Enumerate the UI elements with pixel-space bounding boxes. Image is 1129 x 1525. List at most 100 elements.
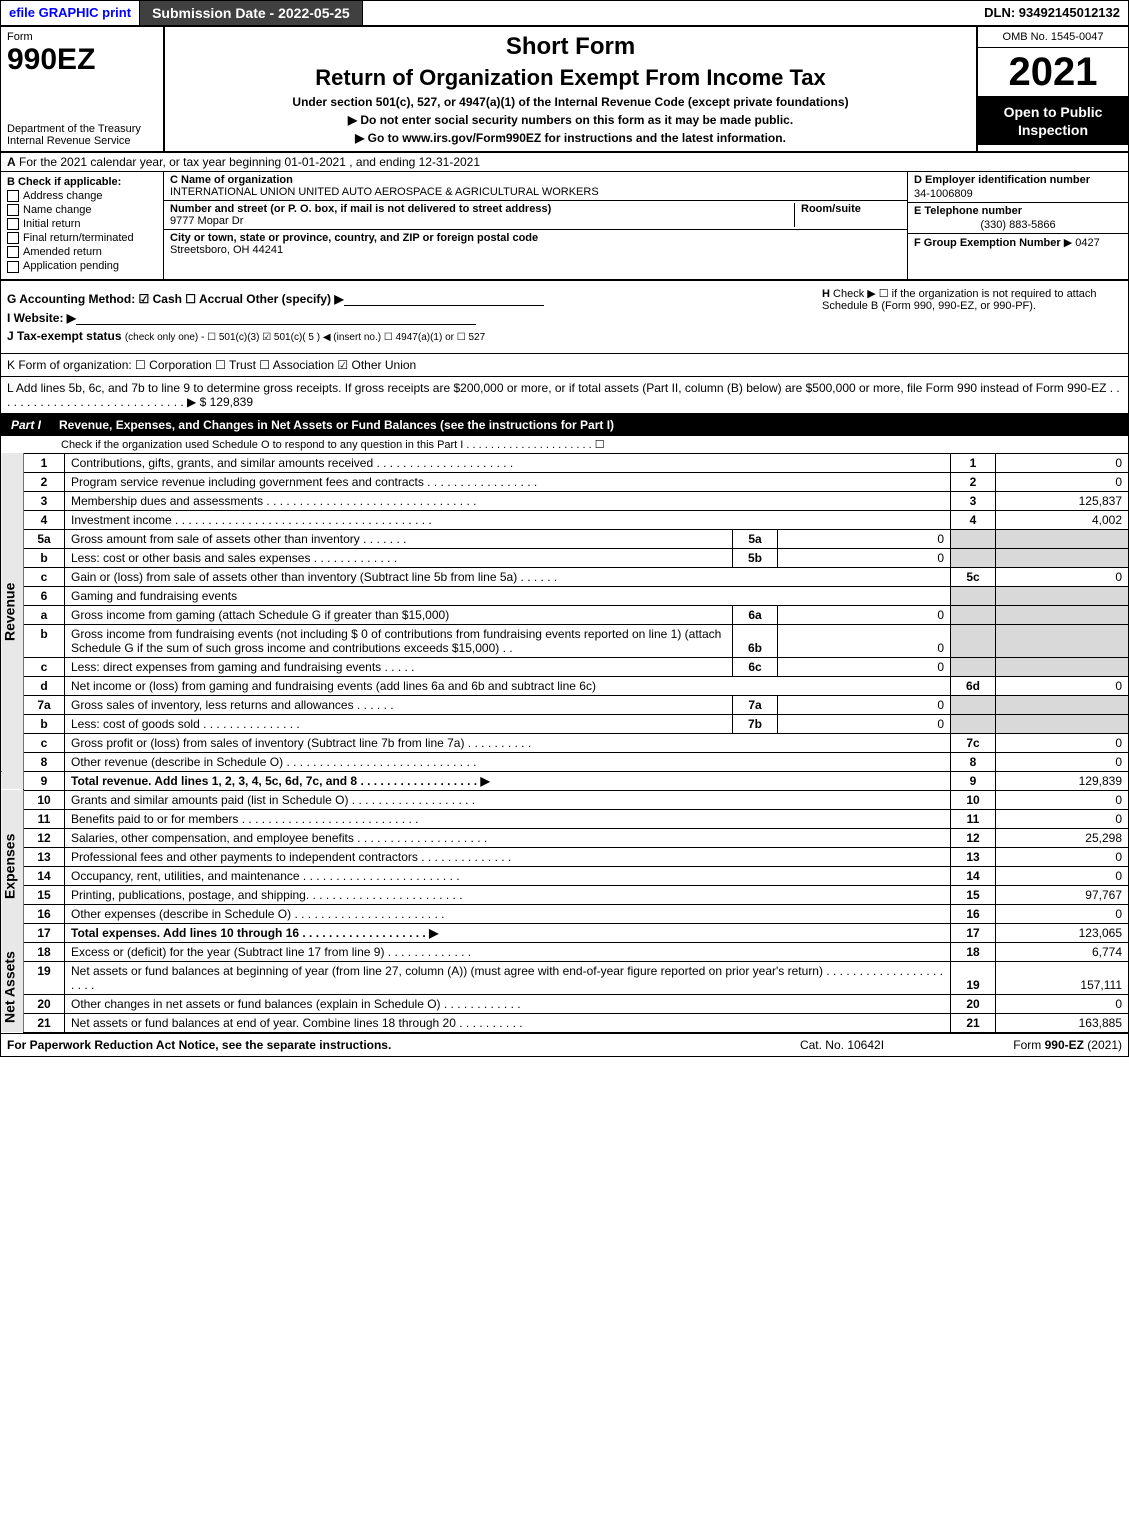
- l5a-shade2: [996, 529, 1129, 548]
- l5b-num: b: [24, 548, 65, 567]
- chk-name-change[interactable]: Name change: [7, 204, 157, 216]
- l11-num: 11: [24, 809, 65, 828]
- l19-rnum: 19: [951, 961, 996, 994]
- l15-rval: 97,767: [996, 885, 1129, 904]
- l5a-num: 5a: [24, 529, 65, 548]
- phone-label: E Telephone number: [914, 205, 1022, 217]
- l9-rnum: 9: [951, 771, 996, 790]
- phone-value: (330) 883-5866: [914, 219, 1122, 231]
- l11-desc: Benefits paid to or for members . . . . …: [65, 809, 951, 828]
- netassets-side-label: Net Assets: [1, 942, 24, 1032]
- l13-rnum: 13: [951, 847, 996, 866]
- line-13: 13 Professional fees and other payments …: [1, 847, 1128, 866]
- l16-rnum: 16: [951, 904, 996, 923]
- row-a: A For the 2021 calendar year, or tax yea…: [1, 153, 1128, 172]
- l17-num: 17: [24, 923, 65, 942]
- efile-print-link[interactable]: efile GRAPHIC print: [1, 1, 140, 25]
- l3-desc: Membership dues and assessments . . . . …: [65, 491, 951, 510]
- l14-rnum: 14: [951, 866, 996, 885]
- row-g: G Accounting Method: ☑ Cash ☐ Accrual Ot…: [7, 291, 810, 306]
- omb-number: OMB No. 1545-0047: [978, 27, 1128, 48]
- row-a-label: A: [7, 155, 16, 169]
- footer-catno: Cat. No. 10642I: [742, 1038, 942, 1052]
- l19-rval: 157,111: [996, 961, 1129, 994]
- street-cell: Number and street (or P. O. box, if mail…: [164, 201, 907, 230]
- l14-desc: Occupancy, rent, utilities, and maintena…: [65, 866, 951, 885]
- goto-link[interactable]: ▶ Go to www.irs.gov/Form990EZ for instru…: [175, 131, 966, 145]
- l13-rval: 0: [996, 847, 1129, 866]
- line-9: 9 Total revenue. Add lines 1, 2, 3, 4, 5…: [1, 771, 1128, 790]
- line-15: 15 Printing, publications, postage, and …: [1, 885, 1128, 904]
- l18-num: 18: [24, 942, 65, 961]
- l6b-ival: 0: [778, 624, 951, 657]
- l6a-shade2: [996, 605, 1129, 624]
- header-right: OMB No. 1545-0047 2021 Open to Public In…: [976, 27, 1128, 151]
- part1-table: Revenue 1 Contributions, gifts, grants, …: [1, 453, 1128, 1033]
- row-j: J Tax-exempt status (check only one) - ☐…: [7, 329, 810, 343]
- l6-num: 6: [24, 586, 65, 605]
- part1-title: Revenue, Expenses, and Changes in Net As…: [51, 414, 1128, 436]
- row-j-text: (check only one) - ☐ 501(c)(3) ☑ 501(c)(…: [125, 332, 485, 343]
- l5b-ival: 0: [778, 548, 951, 567]
- l6a-num: a: [24, 605, 65, 624]
- l20-num: 20: [24, 994, 65, 1013]
- l16-rval: 0: [996, 904, 1129, 923]
- street-label: Number and street (or P. O. box, if mail…: [170, 203, 551, 215]
- l7b-inum: 7b: [733, 714, 778, 733]
- line-1: Revenue 1 Contributions, gifts, grants, …: [1, 453, 1128, 472]
- l4-desc: Investment income . . . . . . . . . . . …: [65, 510, 951, 529]
- l6d-num: d: [24, 676, 65, 695]
- l11-rnum: 11: [951, 809, 996, 828]
- l5a-inum: 5a: [733, 529, 778, 548]
- l10-rval: 0: [996, 790, 1129, 809]
- chk-application-pending[interactable]: Application pending: [7, 260, 157, 272]
- l19-desc: Net assets or fund balances at beginning…: [65, 961, 951, 994]
- l14-num: 14: [24, 866, 65, 885]
- city-cell: City or town, state or province, country…: [164, 230, 907, 279]
- l6a-inum: 6a: [733, 605, 778, 624]
- l1-num: 1: [24, 453, 65, 472]
- l17-desc: Total expenses. Add lines 10 through 16 …: [65, 923, 951, 942]
- l6d-desc: Net income or (loss) from gaming and fun…: [65, 676, 951, 695]
- l12-rnum: 12: [951, 828, 996, 847]
- tax-year: 2021: [978, 48, 1128, 97]
- l2-desc: Program service revenue including govern…: [65, 472, 951, 491]
- col-c: C Name of organization INTERNATIONAL UNI…: [164, 172, 907, 279]
- line-7b: b Less: cost of goods sold . . . . . . .…: [1, 714, 1128, 733]
- l9-rval: 129,839: [996, 771, 1129, 790]
- l8-desc: Other revenue (describe in Schedule O) .…: [65, 752, 951, 771]
- website-blank[interactable]: [76, 310, 476, 325]
- chk-initial-return[interactable]: Initial return: [7, 218, 157, 230]
- row-i-label: I Website: ▶: [7, 311, 76, 325]
- l16-desc: Other expenses (describe in Schedule O) …: [65, 904, 951, 923]
- l7a-shade1: [951, 695, 996, 714]
- rev-side-end: [1, 771, 24, 790]
- l4-rval: 4,002: [996, 510, 1129, 529]
- l18-rnum: 18: [951, 942, 996, 961]
- row-h-label: H: [822, 288, 830, 300]
- chk-final-return[interactable]: Final return/terminated: [7, 232, 157, 244]
- l7a-inum: 7a: [733, 695, 778, 714]
- accounting-other-blank[interactable]: [344, 291, 544, 306]
- form-container: efile GRAPHIC print Submission Date - 20…: [0, 0, 1129, 1057]
- l7a-desc: Gross sales of inventory, less returns a…: [65, 695, 733, 714]
- form-footer: For Paperwork Reduction Act Notice, see …: [1, 1033, 1128, 1056]
- chk-amended-return[interactable]: Amended return: [7, 246, 157, 258]
- line-6d: d Net income or (loss) from gaming and f…: [1, 676, 1128, 695]
- chk-address-change[interactable]: Address change: [7, 190, 157, 202]
- l5b-shade1: [951, 548, 996, 567]
- l14-rval: 0: [996, 866, 1129, 885]
- l7a-shade2: [996, 695, 1129, 714]
- l6-shade2: [996, 586, 1129, 605]
- l6c-shade1: [951, 657, 996, 676]
- line-14: 14 Occupancy, rent, utilities, and maint…: [1, 866, 1128, 885]
- l21-rval: 163,885: [996, 1013, 1129, 1032]
- line-5b: b Less: cost or other basis and sales ex…: [1, 548, 1128, 567]
- ssn-warning: ▶ Do not enter social security numbers o…: [175, 113, 966, 127]
- org-name-label: C Name of organization: [170, 174, 901, 186]
- line-6: 6 Gaming and fundraising events: [1, 586, 1128, 605]
- l6c-shade2: [996, 657, 1129, 676]
- line-11: 11 Benefits paid to or for members . . .…: [1, 809, 1128, 828]
- l18-desc: Excess or (deficit) for the year (Subtra…: [65, 942, 951, 961]
- l21-desc: Net assets or fund balances at end of ye…: [65, 1013, 951, 1032]
